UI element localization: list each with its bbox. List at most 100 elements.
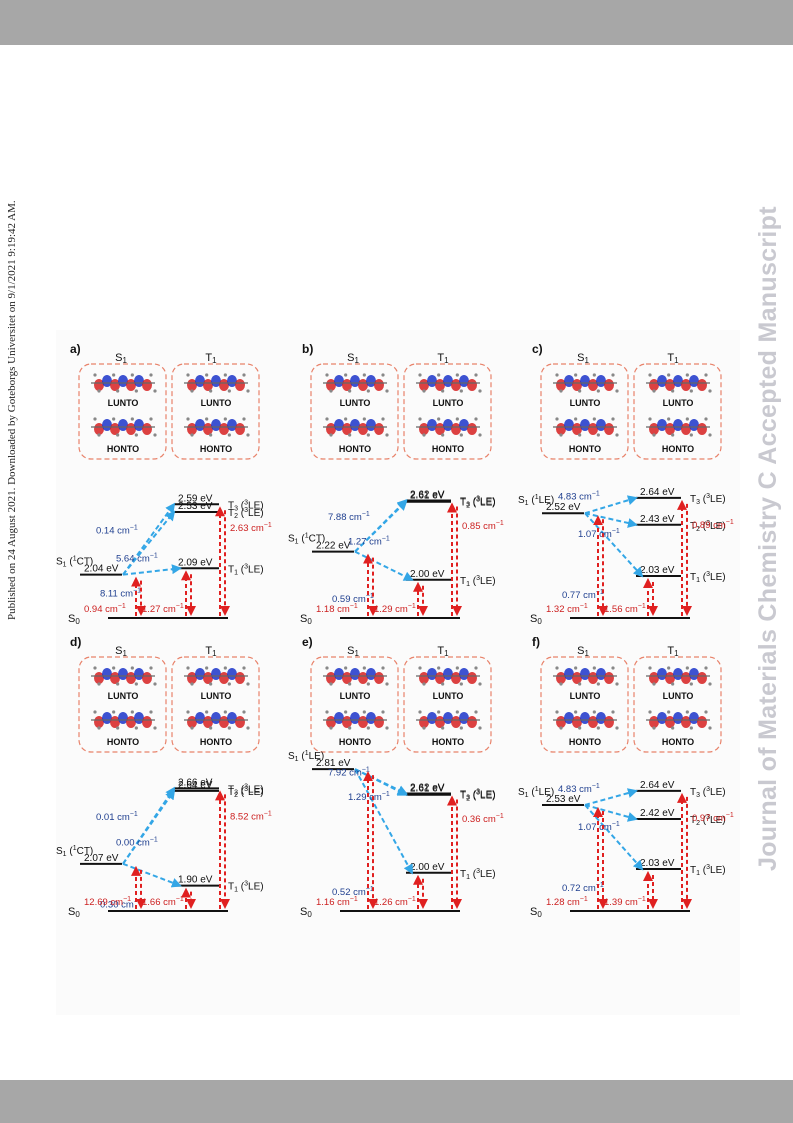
panel-b-s1-orbital-box — [310, 363, 399, 460]
panel-f-t1-honto-label: HONTO — [662, 737, 694, 747]
atom — [574, 710, 578, 714]
atom — [478, 433, 482, 437]
panel-a-soc-red-1: 0.94 cm−1 — [84, 603, 126, 615]
orbital-lobe — [187, 716, 197, 728]
atom — [190, 389, 194, 393]
atom — [205, 710, 209, 714]
panel-a-letter: a) — [70, 342, 81, 356]
orbital-lobe — [697, 716, 707, 728]
panel-b-s1-state: S1 (1CT) — [288, 533, 325, 546]
atom — [134, 682, 138, 686]
panel-a-soc-blue-2: 5.64 cm−1 — [116, 552, 158, 564]
atom — [592, 710, 596, 714]
orbital-lobe — [358, 716, 368, 728]
panel-e-letter: e) — [302, 635, 313, 649]
orbital-lobe — [374, 672, 384, 684]
atom — [186, 666, 190, 670]
panel-a-t1-honto-label: HONTO — [200, 444, 232, 454]
orbital-lobe — [443, 419, 453, 431]
atom — [130, 373, 134, 377]
orbital-lobe — [235, 716, 245, 728]
atom — [578, 682, 582, 686]
panel-c-s1-state: S1 (1LE) — [518, 494, 554, 507]
panel-c-s1-lunto-label: LUNTO — [570, 398, 601, 408]
orbital-lobe — [350, 712, 360, 724]
orbital-lobe — [326, 379, 336, 391]
panel-c-s1-honto-label: HONTO — [569, 444, 601, 454]
panel-f-isc-arrow-t2 — [584, 803, 638, 822]
atom — [652, 682, 656, 686]
orbital-lobe — [697, 423, 707, 435]
panel-c-s0-label: S0 — [530, 613, 542, 626]
atom — [153, 433, 157, 437]
panel-c-s1-header: S1 — [577, 352, 589, 365]
panel-f-s1-honto-molecule — [553, 710, 619, 730]
orbital-lobe — [334, 712, 344, 724]
atom — [455, 417, 459, 421]
atom — [381, 417, 385, 421]
panel-d-t1-lunto-molecule — [184, 666, 250, 686]
orbital-lobe — [219, 379, 229, 391]
panel-d-t3-state: T3 (3LE) — [228, 783, 264, 796]
atom — [348, 433, 352, 437]
panel-f-t1-header: T1 — [667, 645, 679, 658]
panel-d-t2-energy: 2.64 eV — [178, 780, 213, 791]
orbital-lobe — [227, 375, 237, 387]
orbital-lobe — [211, 668, 221, 680]
panel-c-s1-honto-molecule — [553, 417, 619, 437]
orbital-lobe — [588, 423, 598, 435]
orbital-lobe — [588, 379, 598, 391]
panel-f-t3-energy: 2.64 eV — [640, 780, 675, 791]
orbital-lobe — [681, 379, 691, 391]
atom — [329, 433, 333, 437]
orbital-lobe — [358, 379, 368, 391]
panel-f-soc-blue-2: 1.07 cm−1 — [578, 821, 620, 833]
panel-b-isc-arrow-t3 — [354, 499, 408, 553]
panel-b-soc-blue-3: 7.88 cm−1 — [328, 511, 370, 523]
orbital-lobe — [102, 712, 112, 724]
atom — [246, 682, 250, 686]
orbital-lobe — [110, 716, 120, 728]
orbital-lobe — [102, 668, 112, 680]
orbital-lobe — [374, 379, 384, 391]
panel-a-t1-orbital-box — [171, 363, 260, 460]
atom — [474, 417, 478, 421]
atom — [348, 682, 352, 686]
orbital-lobe — [195, 419, 205, 431]
orbital-lobe — [580, 668, 590, 680]
orbital-lobe — [681, 672, 691, 684]
atom — [455, 373, 459, 377]
orbital-lobe — [342, 423, 352, 435]
atom — [134, 389, 138, 393]
orbital-lobe — [334, 668, 344, 680]
atom — [205, 373, 209, 377]
atom — [689, 433, 693, 437]
atom — [478, 682, 482, 686]
panel-d-s1-lunto-molecule — [91, 666, 157, 686]
panel-e-soc-red-3: 0.36 cm−1 — [462, 813, 504, 825]
atom — [242, 710, 246, 714]
atom — [227, 433, 231, 437]
atom — [223, 666, 227, 670]
orbital-lobe — [118, 375, 128, 387]
orbital-lobe — [556, 716, 566, 728]
panel-e-t2-energy: 2.61 eV — [410, 784, 445, 795]
orbital-lobe — [102, 419, 112, 431]
atom — [422, 726, 426, 730]
atom — [667, 373, 671, 377]
orbital-lobe — [443, 668, 453, 680]
atom — [242, 373, 246, 377]
panel-d-t2-state: T2 (3LE) — [228, 786, 264, 799]
atom — [366, 389, 370, 393]
panel-c-soc-blue-2: 1.07 cm−1 — [578, 528, 620, 540]
orbital-lobe — [564, 712, 574, 724]
orbital-lobe — [689, 419, 699, 431]
panel-a-s1-honto-molecule — [91, 417, 157, 437]
atom — [329, 682, 333, 686]
atom — [246, 389, 250, 393]
orbital-lobe — [334, 375, 344, 387]
atom — [112, 666, 116, 670]
orbital-lobe — [604, 716, 614, 728]
atom — [223, 710, 227, 714]
